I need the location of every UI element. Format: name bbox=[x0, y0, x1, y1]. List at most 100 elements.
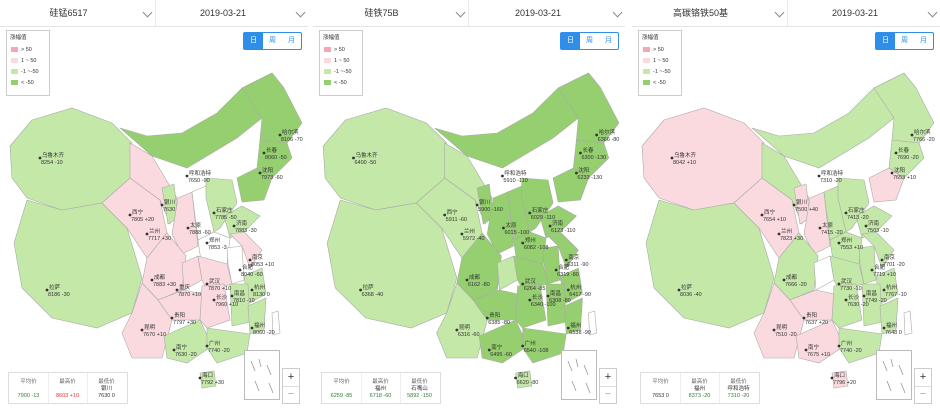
city-marker[interactable] bbox=[830, 376, 834, 380]
city-marker[interactable] bbox=[566, 326, 570, 330]
province-hunan[interactable] bbox=[831, 283, 863, 329]
city-marker[interactable] bbox=[230, 294, 234, 298]
province-liaoning[interactable] bbox=[236, 167, 273, 203]
tab-month[interactable]: 月 bbox=[288, 37, 295, 44]
province-fujian[interactable] bbox=[247, 297, 267, 335]
city-marker[interactable] bbox=[455, 328, 459, 332]
date-select[interactable]: 2019-03-21 bbox=[469, 0, 625, 26]
zoom-out-button[interactable]: − bbox=[919, 388, 927, 400]
map-area[interactable]: 乌鲁木齐 8042 +10 拉萨 8036 -40 哈尔滨 7766 -20 长春 7690 … bbox=[634, 28, 938, 408]
province-hainan[interactable] bbox=[199, 370, 217, 389]
province-anhui[interactable] bbox=[542, 245, 561, 285]
province-hainan[interactable] bbox=[515, 370, 533, 389]
province-fujian[interactable] bbox=[563, 297, 583, 335]
province-heilongjiang[interactable] bbox=[241, 72, 303, 144]
province-shandong[interactable] bbox=[855, 205, 893, 239]
city-marker[interactable] bbox=[460, 232, 464, 236]
map-area[interactable]: 乌鲁木齐 6400 -50 拉萨 6368 -40 哈尔滨 6366 -80 长春 6300 … bbox=[315, 28, 623, 408]
city-marker[interactable] bbox=[248, 258, 252, 262]
city-marker[interactable] bbox=[579, 151, 582, 155]
city-marker[interactable] bbox=[528, 298, 532, 302]
province-liaoning[interactable] bbox=[868, 167, 905, 203]
province-hunan[interactable] bbox=[515, 283, 547, 329]
zoom-out-button[interactable]: − bbox=[604, 388, 612, 400]
city-marker[interactable] bbox=[150, 278, 154, 282]
date-select[interactable]: 2019-03-21 bbox=[156, 0, 308, 26]
city-marker[interactable] bbox=[772, 328, 776, 332]
city-marker[interactable] bbox=[870, 268, 874, 272]
city-marker[interactable] bbox=[564, 258, 568, 262]
city-marker[interactable] bbox=[837, 241, 841, 245]
city-marker[interactable] bbox=[880, 258, 884, 262]
city-marker[interactable] bbox=[501, 174, 504, 178]
city-marker[interactable] bbox=[175, 288, 179, 292]
province-guangxi[interactable] bbox=[795, 319, 845, 364]
city-marker[interactable] bbox=[198, 376, 202, 380]
city-marker[interactable] bbox=[792, 203, 796, 207]
province-taiwan[interactable] bbox=[271, 310, 281, 336]
province-hebei[interactable] bbox=[521, 177, 554, 233]
city-marker[interactable] bbox=[670, 156, 674, 160]
city-marker[interactable] bbox=[205, 344, 209, 348]
province-anhui[interactable] bbox=[226, 245, 245, 285]
tab-week[interactable]: 周 bbox=[901, 37, 908, 44]
province-fujian[interactable] bbox=[879, 297, 899, 335]
city-marker[interactable] bbox=[145, 232, 149, 236]
city-marker[interactable] bbox=[837, 282, 841, 286]
province-shaanxi[interactable] bbox=[486, 191, 514, 255]
tab-week[interactable]: 周 bbox=[269, 37, 276, 44]
city-marker[interactable] bbox=[465, 278, 469, 282]
province-shandong[interactable] bbox=[539, 205, 577, 239]
city-marker[interactable] bbox=[212, 211, 216, 215]
city-marker[interactable] bbox=[521, 344, 525, 348]
zoom-in-button[interactable]: + bbox=[915, 369, 931, 387]
city-marker[interactable] bbox=[595, 133, 599, 137]
city-marker[interactable] bbox=[554, 268, 558, 272]
city-marker[interactable] bbox=[359, 288, 362, 292]
tab-week[interactable]: 周 bbox=[586, 37, 593, 44]
city-marker[interactable] bbox=[172, 348, 176, 352]
city-marker[interactable] bbox=[844, 211, 848, 215]
city-marker[interactable] bbox=[205, 282, 209, 286]
zoom-out-button[interactable]: − bbox=[287, 388, 295, 400]
city-marker[interactable] bbox=[804, 348, 808, 352]
city-marker[interactable] bbox=[521, 282, 525, 286]
tab-day[interactable]: 日 bbox=[561, 33, 580, 49]
province-jilin[interactable] bbox=[573, 139, 610, 179]
tab-day[interactable]: 日 bbox=[244, 33, 263, 49]
date-select[interactable]: 2019-03-21 bbox=[788, 0, 940, 26]
city-marker[interactable] bbox=[487, 348, 491, 352]
city-marker[interactable] bbox=[546, 294, 550, 298]
city-marker[interactable] bbox=[782, 278, 786, 282]
city-marker[interactable] bbox=[485, 316, 489, 320]
city-marker[interactable] bbox=[864, 224, 868, 228]
city-marker[interactable] bbox=[205, 241, 209, 245]
city-marker[interactable] bbox=[890, 171, 894, 175]
city-marker[interactable] bbox=[514, 376, 518, 380]
city-marker[interactable] bbox=[170, 316, 174, 320]
province-heilongjiang[interactable] bbox=[557, 72, 620, 144]
city-marker[interactable] bbox=[818, 226, 822, 230]
city-marker[interactable] bbox=[817, 174, 821, 178]
city-marker[interactable] bbox=[502, 226, 505, 230]
province-hunan[interactable] bbox=[199, 283, 231, 329]
province-shaanxi[interactable] bbox=[171, 191, 199, 255]
city-marker[interactable] bbox=[185, 174, 189, 178]
city-marker[interactable] bbox=[140, 328, 144, 332]
city-marker[interactable] bbox=[574, 171, 578, 175]
city-marker[interactable] bbox=[262, 151, 266, 155]
tab-day[interactable]: 日 bbox=[876, 33, 895, 49]
city-marker[interactable] bbox=[760, 213, 764, 217]
city-marker[interactable] bbox=[258, 171, 262, 175]
city-marker[interactable] bbox=[837, 344, 841, 348]
tab-month[interactable]: 月 bbox=[605, 37, 612, 44]
city-marker[interactable] bbox=[238, 268, 242, 272]
city-marker[interactable] bbox=[882, 288, 886, 292]
city-marker[interactable] bbox=[186, 226, 190, 230]
city-marker[interactable] bbox=[250, 288, 254, 292]
city-marker[interactable] bbox=[894, 151, 898, 155]
province-jilin[interactable] bbox=[888, 139, 925, 179]
zoom-in-button[interactable]: + bbox=[283, 369, 299, 387]
